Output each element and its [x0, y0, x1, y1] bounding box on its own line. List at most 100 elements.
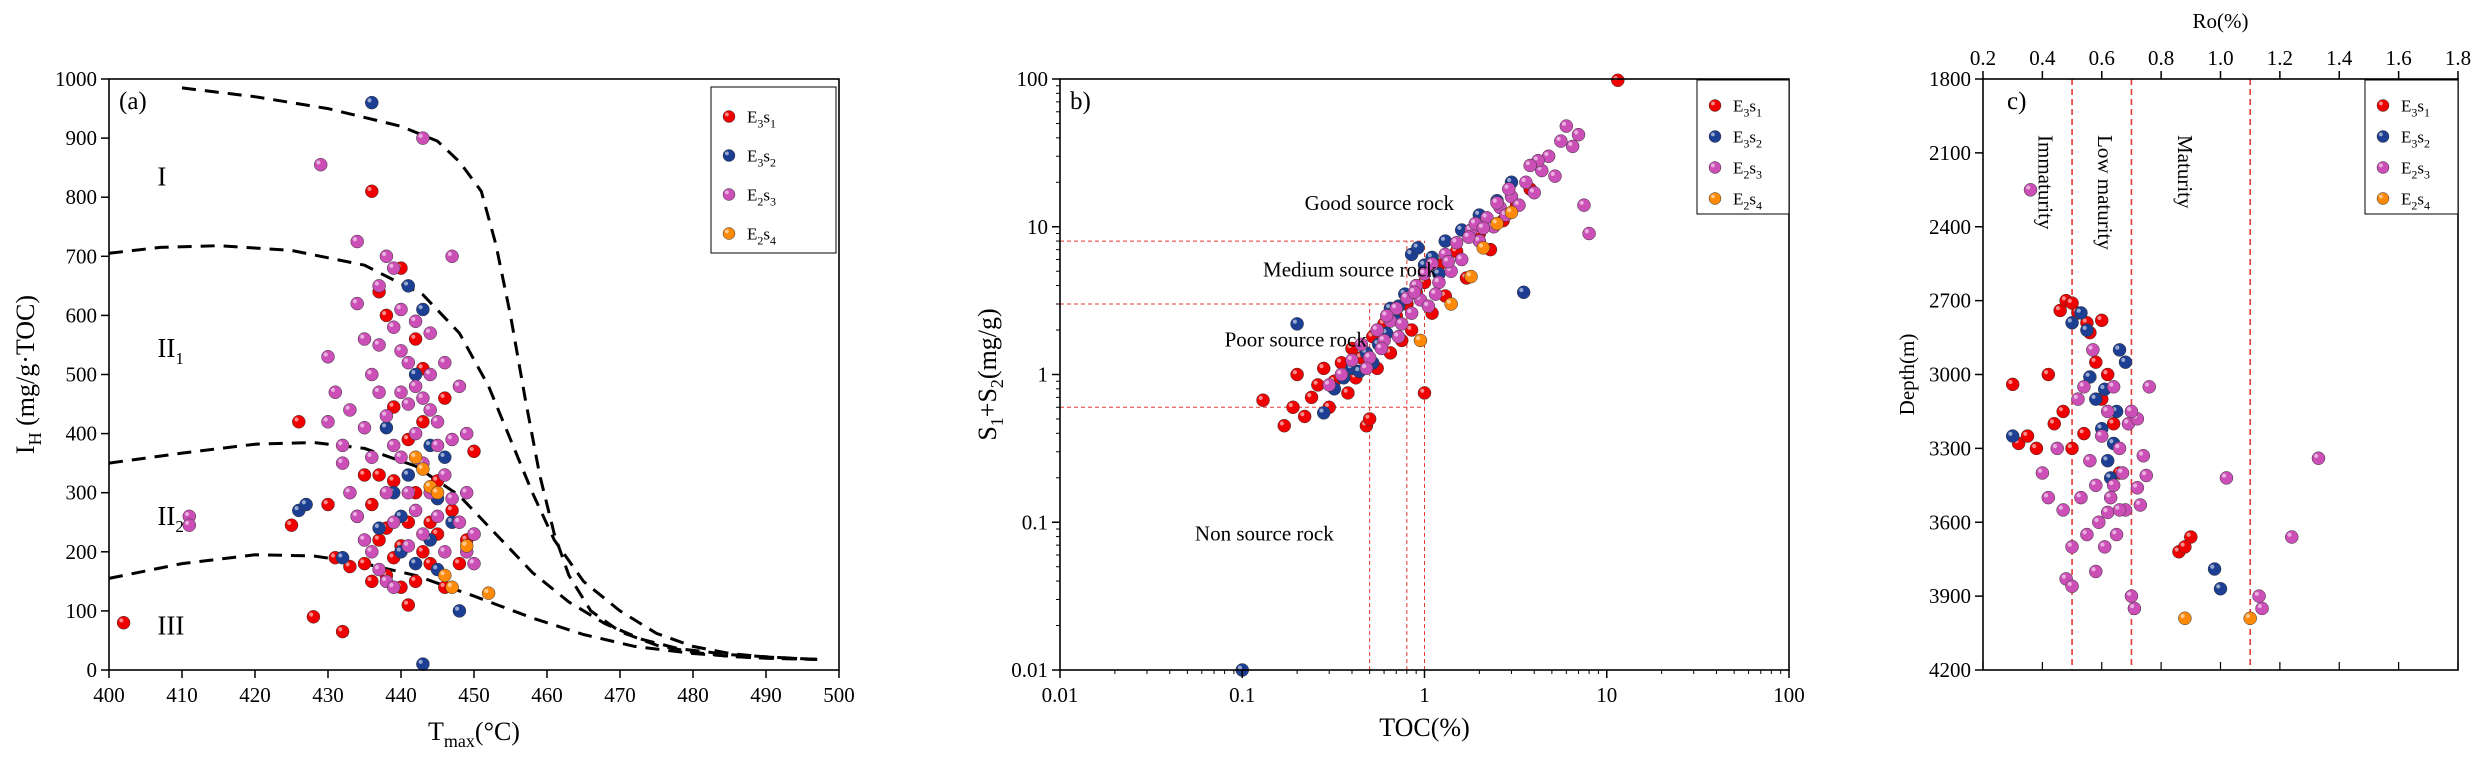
point-a-E2s3 [335, 438, 350, 453]
point-c-E2s3 [2089, 564, 2103, 579]
point-c-E3s1 [2106, 417, 2121, 431]
point-c-E2s3 [2071, 392, 2085, 406]
point-c-E2s3 [2083, 453, 2097, 468]
point-c-E3s1 [2065, 441, 2079, 456]
point-a-E3s1 [386, 474, 401, 488]
point-a-E2s3 [372, 385, 386, 399]
legend-marker-E2s4 [722, 227, 736, 240]
point-c-E3s1 [2089, 355, 2103, 369]
point-a-E3s1 [408, 574, 423, 589]
point-a-E3s1 [416, 545, 430, 559]
point-b-E2s3 [1362, 350, 1377, 365]
y-tick-label-a: 100 [66, 599, 98, 623]
panel-label-c: c) [2007, 88, 2026, 115]
classification-label: Non source rock [1195, 522, 1334, 546]
point-b-E3s1 [1417, 386, 1432, 400]
point-c-E2s3 [2109, 527, 2124, 542]
point-a-E3s1 [357, 556, 372, 571]
point-b-E3s1 [1404, 323, 1419, 337]
point-c-E2s3 [2311, 451, 2326, 465]
point-c-E3s1 [2029, 441, 2044, 456]
point-a-E3s2 [401, 468, 416, 482]
point-a-E3s1 [372, 468, 386, 482]
classification-label: Good source rock [1305, 191, 1455, 215]
point-a-E3s1 [467, 444, 481, 459]
y-tick-label-b: 0.01 [1011, 658, 1048, 682]
point-a-E2s4 [459, 539, 474, 553]
point-a-E2s3 [423, 326, 437, 340]
point-a-E2s3 [438, 545, 452, 559]
point-a-E3s2 [408, 556, 423, 571]
y-tick-label-a: 900 [66, 126, 98, 150]
point-c-E2s3 [2035, 466, 2050, 480]
point-a-E2s3 [350, 296, 364, 311]
point-a-E2s4 [445, 580, 459, 595]
legend-marker-E3s1 [2376, 99, 2390, 112]
point-b-E2s3 [1404, 306, 1419, 320]
point-c-E2s3 [2023, 183, 2038, 197]
point-a-E3s1 [365, 497, 379, 512]
point-b-E2s3 [1454, 252, 1469, 267]
point-a-E2s3 [350, 234, 364, 249]
point-b-E3s2 [1316, 406, 1331, 420]
point-a-E2s3 [408, 379, 423, 394]
point-b-E3s2 [1290, 317, 1304, 331]
point-a-E2s3 [423, 367, 437, 382]
point-b-E3s1 [1362, 412, 1377, 426]
x-tick-label-b: 0.1 [1229, 683, 1255, 707]
legend-a: E3s1 E3s2 E2s3 E2s4 [710, 86, 837, 254]
point-b-E2s3 [1407, 285, 1422, 300]
x-tick-label-c: 1.4 [2326, 46, 2353, 70]
point-b-E2s3 [1462, 230, 1476, 244]
point-b-E2s4 [1490, 216, 1504, 231]
point-a-E2s3 [379, 485, 394, 500]
point-a-E2s3 [445, 249, 459, 264]
point-b-E3s2 [1438, 234, 1453, 248]
point-a-E3s1 [284, 518, 299, 532]
x-tick-label-a: 430 [312, 683, 344, 707]
point-c-E2s3 [2127, 601, 2142, 616]
y-tick-label-c: 3600 [1929, 510, 1971, 534]
x-tick-label-c: 0.2 [1970, 46, 1996, 70]
region-label: I [157, 161, 166, 191]
point-a-E3s1 [335, 624, 350, 639]
point-b-E2s3 [1565, 139, 1580, 154]
point-a-E2s3 [365, 545, 379, 559]
point-c-E2s3 [2130, 481, 2145, 495]
legend-marker-E3s2 [1708, 130, 1722, 143]
point-c-E2s3 [2080, 527, 2094, 542]
point-a-E2s3 [408, 503, 423, 518]
point-b-E3s1 [1304, 390, 1319, 405]
point-b-E2s3 [1354, 337, 1369, 352]
point-a-E2s3 [467, 527, 481, 541]
point-a-E2s3 [357, 533, 372, 547]
legend-label-E3s1: E3s1 [747, 108, 776, 131]
point-a-E2s3 [416, 391, 430, 405]
point-c-E2s3 [2056, 503, 2070, 517]
x-tick-label-a: 440 [385, 683, 417, 707]
y-tick-label-a: 200 [66, 540, 98, 564]
point-a-E2s3 [372, 338, 386, 352]
point-c-E3s1 [2077, 426, 2091, 441]
point-a-E2s3 [430, 438, 445, 453]
maturity-zone-label: Immaturity [2033, 135, 2057, 230]
point-a-E2s3 [430, 415, 445, 429]
y-axis-label-c: Depth(m) [1895, 334, 1919, 416]
point-b-E2s3 [1548, 169, 1562, 183]
point-b-E2s3 [1428, 287, 1443, 301]
y-tick-label-a: 800 [66, 185, 98, 209]
y-tick-label-a: 500 [66, 363, 98, 387]
x-tick-label-a: 410 [166, 683, 198, 707]
point-b-E3s1 [1311, 378, 1325, 392]
point-a-E2s3 [365, 450, 379, 464]
point-a-E2s3 [386, 320, 401, 334]
point-a-E2s3 [386, 515, 401, 529]
point-b-E2s3 [1554, 134, 1568, 148]
point-c-E2s4 [2178, 611, 2192, 626]
maturity-zone-label: Low maturity [2093, 135, 2117, 250]
point-b-E2s4 [1504, 205, 1519, 220]
point-a-E2s3 [467, 556, 481, 571]
point-a-E3s1 [386, 400, 401, 414]
point-a-E2s3 [357, 420, 372, 435]
